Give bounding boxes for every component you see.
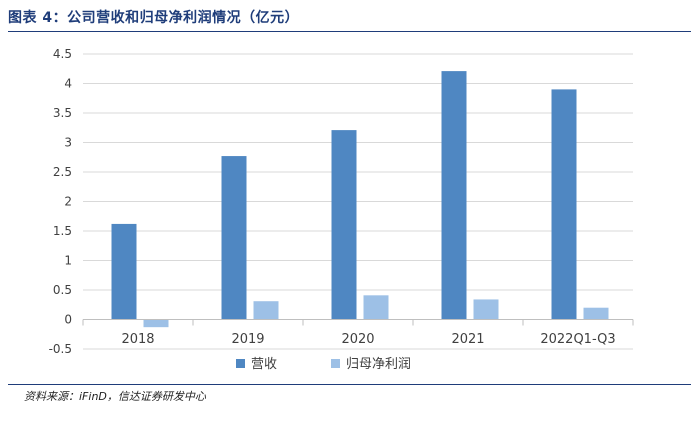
x-axis-tick-labels: 2018 2019 2020 2021 2022Q1-Q3 bbox=[121, 332, 615, 347]
x-tick-label: 2019 bbox=[231, 332, 264, 347]
y-tick-label: 0 bbox=[64, 313, 72, 327]
y-tick-label: -0.5 bbox=[49, 342, 72, 356]
source-note: 资料来源：iFinD，信达证券研发中心 bbox=[24, 390, 206, 403]
bar-revenue bbox=[331, 130, 357, 320]
bar-revenue bbox=[111, 223, 137, 320]
title-underline bbox=[8, 31, 691, 32]
x-tick-label: 2018 bbox=[121, 332, 154, 347]
bar-revenue bbox=[441, 71, 467, 320]
bar-revenue bbox=[221, 156, 247, 320]
y-tick-label: 1 bbox=[64, 254, 72, 268]
y-tick-label: 4.5 bbox=[53, 47, 72, 61]
y-tick-label: 4 bbox=[64, 77, 72, 91]
legend: 营收 归母净利润 bbox=[236, 357, 411, 372]
x-axis-line bbox=[82, 319, 634, 326]
legend-label: 营收 bbox=[251, 357, 277, 372]
bar-chart: -0.5 0 0.5 1 1.5 2 2.5 3 3.5 4 4.5 2018 2019 2020 202… bbox=[49, 47, 634, 372]
bars bbox=[111, 71, 609, 328]
x-tick-label: 2020 bbox=[341, 332, 374, 347]
x-tick-label: 2022Q1-Q3 bbox=[540, 332, 615, 347]
legend-label: 归母净利润 bbox=[346, 357, 411, 372]
gridlines bbox=[83, 53, 633, 350]
y-tick-label: 0.5 bbox=[53, 283, 72, 297]
figure-title: 图表 4：公司营收和归母净利润情况（亿元） bbox=[8, 10, 300, 26]
y-tick-label: 3 bbox=[64, 136, 72, 150]
y-tick-label: 2.5 bbox=[53, 165, 72, 179]
y-axis-tick-labels: -0.5 0 0.5 1 1.5 2 2.5 3 3.5 4 4.5 bbox=[49, 47, 72, 356]
y-tick-label: 3.5 bbox=[53, 106, 72, 120]
y-tick-label: 1.5 bbox=[53, 224, 72, 238]
legend-swatch bbox=[331, 359, 340, 368]
bottom-rule bbox=[8, 384, 691, 385]
y-tick-label: 2 bbox=[64, 195, 72, 209]
bar-net-profit bbox=[363, 295, 389, 320]
legend-swatch bbox=[236, 359, 245, 368]
bar-net-profit bbox=[473, 299, 499, 320]
x-tick-label: 2021 bbox=[451, 332, 484, 347]
bar-net-profit bbox=[253, 301, 279, 320]
bar-revenue bbox=[551, 89, 577, 320]
bar-net-profit bbox=[583, 307, 609, 320]
bar-net-profit bbox=[143, 319, 169, 328]
